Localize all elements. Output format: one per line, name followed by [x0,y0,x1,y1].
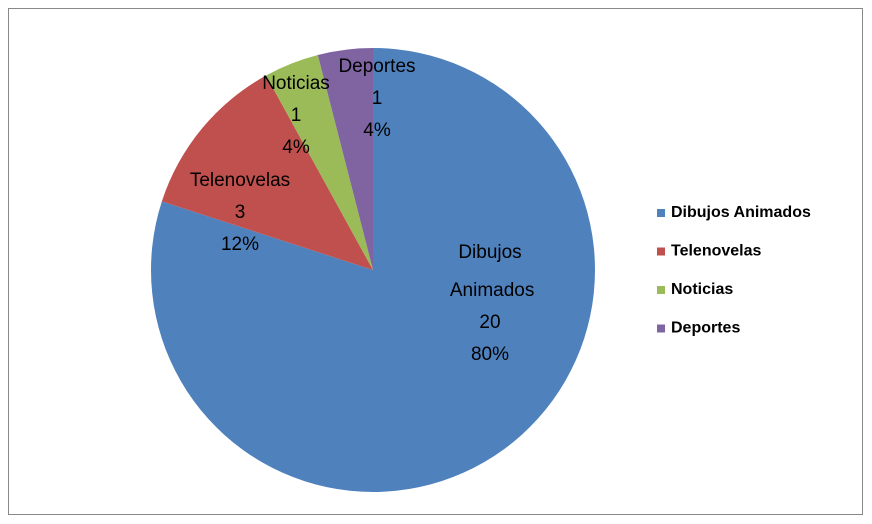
slice-percent-label: 80% [471,344,509,365]
slice-category-label: Noticias [262,73,330,94]
legend-label: Telenovelas [671,243,762,260]
legend-swatch [657,286,665,294]
legend-label: Deportes [671,320,740,337]
slice-value-label: 3 [235,202,246,223]
slice-category-label: Deportes [338,56,415,77]
slice-value-label: 20 [479,312,500,333]
slice-category-label: Dibujos Animados [446,242,535,301]
pie-slice [266,54,373,271]
legend-label: Noticias [671,281,733,298]
legend-swatch [657,209,665,217]
pie-slice [317,48,373,270]
pie-slice [161,75,373,270]
slice-value-label: 1 [372,88,383,109]
legend-swatch [657,324,665,333]
slice-percent-label: 4% [363,120,391,141]
slice-percent-label: 12% [221,234,259,255]
legend-label: Dibujos Animados [671,204,811,221]
slice-category-label: Telenovelas [190,170,290,191]
legend-swatch [657,247,665,256]
slice-value-label: 1 [291,105,302,126]
slice-percent-label: 4% [282,137,310,158]
